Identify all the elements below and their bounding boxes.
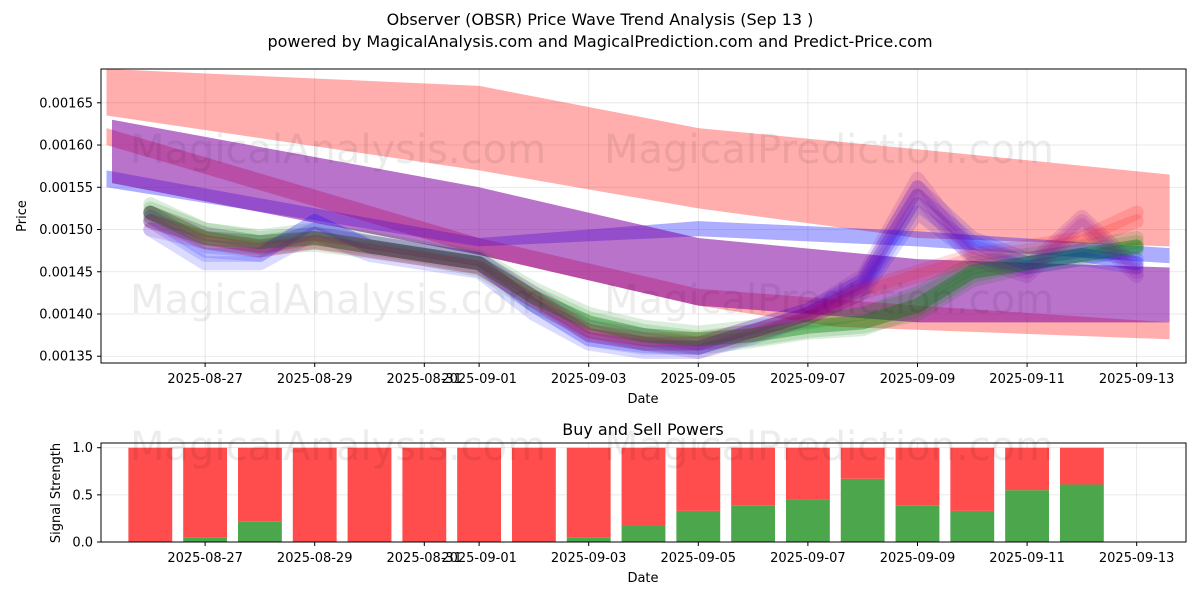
sell-power-bar xyxy=(237,447,282,522)
price-x-tick-label: 2025-08-29 xyxy=(277,372,353,387)
price-x-tick-label: 2025-09-13 xyxy=(1099,372,1175,387)
sell-power-bar xyxy=(950,447,995,511)
signal-x-tick-label: 2025-09-01 xyxy=(441,551,517,566)
sell-power-bar xyxy=(785,447,830,500)
price-x-tick-label: 2025-09-05 xyxy=(661,372,737,387)
signal-x-tick-label: 2025-08-27 xyxy=(167,551,243,566)
signal-y-axis-label: Signal Strength xyxy=(49,443,64,543)
price-plot: MagicalAnalysis.com MagicalPrediction.co… xyxy=(15,68,1187,407)
price-wave-path xyxy=(143,214,1144,351)
signal-y-tick-label: 0.0 xyxy=(72,536,93,551)
signal-plot-frame xyxy=(100,442,1187,543)
signal-x-tick-label: 2025-09-13 xyxy=(1099,551,1175,566)
price-y-tick-label: 0.00155 xyxy=(39,181,93,196)
buy-power-bar xyxy=(731,505,776,542)
signal-plot: Buy and Sell Powers MagicalAnalysis.com … xyxy=(49,420,1187,586)
price-wave-path xyxy=(143,205,1144,347)
buy-power-bar xyxy=(566,537,611,542)
sell-power-bar xyxy=(676,447,721,511)
sell-power-bar xyxy=(183,447,228,538)
buy-power-bar xyxy=(237,521,282,542)
sell-power-bar xyxy=(1005,447,1050,491)
buy-power-bar xyxy=(183,537,228,542)
price-y-tick-label: 0.00165 xyxy=(39,96,93,111)
sell-power-bar xyxy=(128,447,173,542)
sell-power-bar xyxy=(511,447,556,542)
sell-power-bar xyxy=(895,447,940,506)
signal-plot-title: Buy and Sell Powers xyxy=(562,420,724,439)
price-y-tick-label: 0.00135 xyxy=(39,350,93,365)
signal-x-tick-label: 2025-08-29 xyxy=(277,551,353,566)
buy-power-bar xyxy=(1059,484,1104,542)
signal-x-tick-label: 2025-09-09 xyxy=(880,551,956,566)
price-plot-frame xyxy=(100,68,1187,364)
price-wave-path xyxy=(143,197,1144,345)
buy-power-bar xyxy=(840,478,885,542)
price-wave-path xyxy=(143,180,1144,351)
price-y-tick-label: 0.00140 xyxy=(39,308,93,323)
chart-subtitle: powered by MagicalAnalysis.com and Magic… xyxy=(267,32,932,51)
price-x-tick-label: 2025-09-09 xyxy=(880,372,956,387)
signal-x-tick-label: 2025-08-31 xyxy=(387,551,463,566)
price-forecast-band xyxy=(106,170,1170,264)
sell-power-bar xyxy=(347,447,392,542)
buy-power-bar xyxy=(950,510,995,542)
price-wave-path xyxy=(143,209,1144,355)
buy-power-bar xyxy=(676,510,721,542)
watermark-text: MagicalAnalysis.com xyxy=(130,424,546,470)
price-x-tick-label: 2025-08-27 xyxy=(167,372,243,387)
price-x-tick-label: 2025-08-31 xyxy=(387,372,463,387)
price-wave-path xyxy=(143,201,1144,340)
sell-power-bar xyxy=(731,447,776,506)
price-wave-path xyxy=(143,197,1144,355)
watermark-text: MagicalPrediction.com xyxy=(604,277,1054,323)
sell-power-bar xyxy=(292,447,337,542)
price-x-tick-label: 2025-09-07 xyxy=(770,372,846,387)
signal-y-tick-label: 0.5 xyxy=(72,488,93,503)
signal-x-tick-label: 2025-09-07 xyxy=(770,551,846,566)
price-y-tick-label: 0.00160 xyxy=(39,139,93,154)
watermark-text: MagicalPrediction.com xyxy=(604,424,1054,470)
sell-power-bar xyxy=(621,447,666,526)
watermark-text: MagicalPrediction.com xyxy=(604,127,1054,173)
buy-power-bar xyxy=(785,499,830,542)
price-wave-path xyxy=(143,171,1144,351)
buy-power-bar xyxy=(621,525,666,542)
sell-power-bar xyxy=(457,447,502,542)
price-wave-path xyxy=(143,188,1144,359)
price-forecast-band xyxy=(112,119,1170,323)
price-wave-path xyxy=(143,205,1144,359)
signal-x-tick-label: 2025-09-03 xyxy=(551,551,627,566)
sell-power-bar xyxy=(1059,447,1104,485)
watermark-text: MagicalAnalysis.com xyxy=(130,277,546,323)
sell-power-bar xyxy=(840,447,885,479)
price-y-tick-label: 0.00145 xyxy=(39,265,93,280)
price-wave-path xyxy=(143,214,1144,351)
price-x-tick-label: 2025-09-11 xyxy=(989,372,1065,387)
chart-title: Observer (OBSR) Price Wave Trend Analysi… xyxy=(387,10,814,29)
price-y-tick-label: 0.00150 xyxy=(39,223,93,238)
price-y-axis-label: Price xyxy=(15,200,30,232)
signal-x-tick-label: 2025-09-05 xyxy=(661,551,737,566)
sell-power-bar xyxy=(402,447,447,542)
price-x-tick-label: 2025-09-03 xyxy=(551,372,627,387)
price-wave-path xyxy=(143,205,1144,347)
buy-power-bar xyxy=(895,505,940,542)
watermark-text: MagicalAnalysis.com xyxy=(130,127,546,173)
price-forecast-band xyxy=(106,69,1170,247)
signal-x-tick-label: 2025-09-11 xyxy=(989,551,1065,566)
price-wave-path xyxy=(143,205,1144,347)
price-wave-path xyxy=(143,188,1144,355)
signal-y-tick-label: 1.0 xyxy=(72,441,93,456)
price-x-axis-label: Date xyxy=(627,392,658,407)
buy-power-bar xyxy=(1005,490,1050,542)
price-wave-path xyxy=(143,180,1144,355)
sell-power-bar xyxy=(566,447,611,538)
price-x-tick-label: 2025-09-01 xyxy=(441,372,517,387)
signal-x-axis-label: Date xyxy=(627,571,658,586)
